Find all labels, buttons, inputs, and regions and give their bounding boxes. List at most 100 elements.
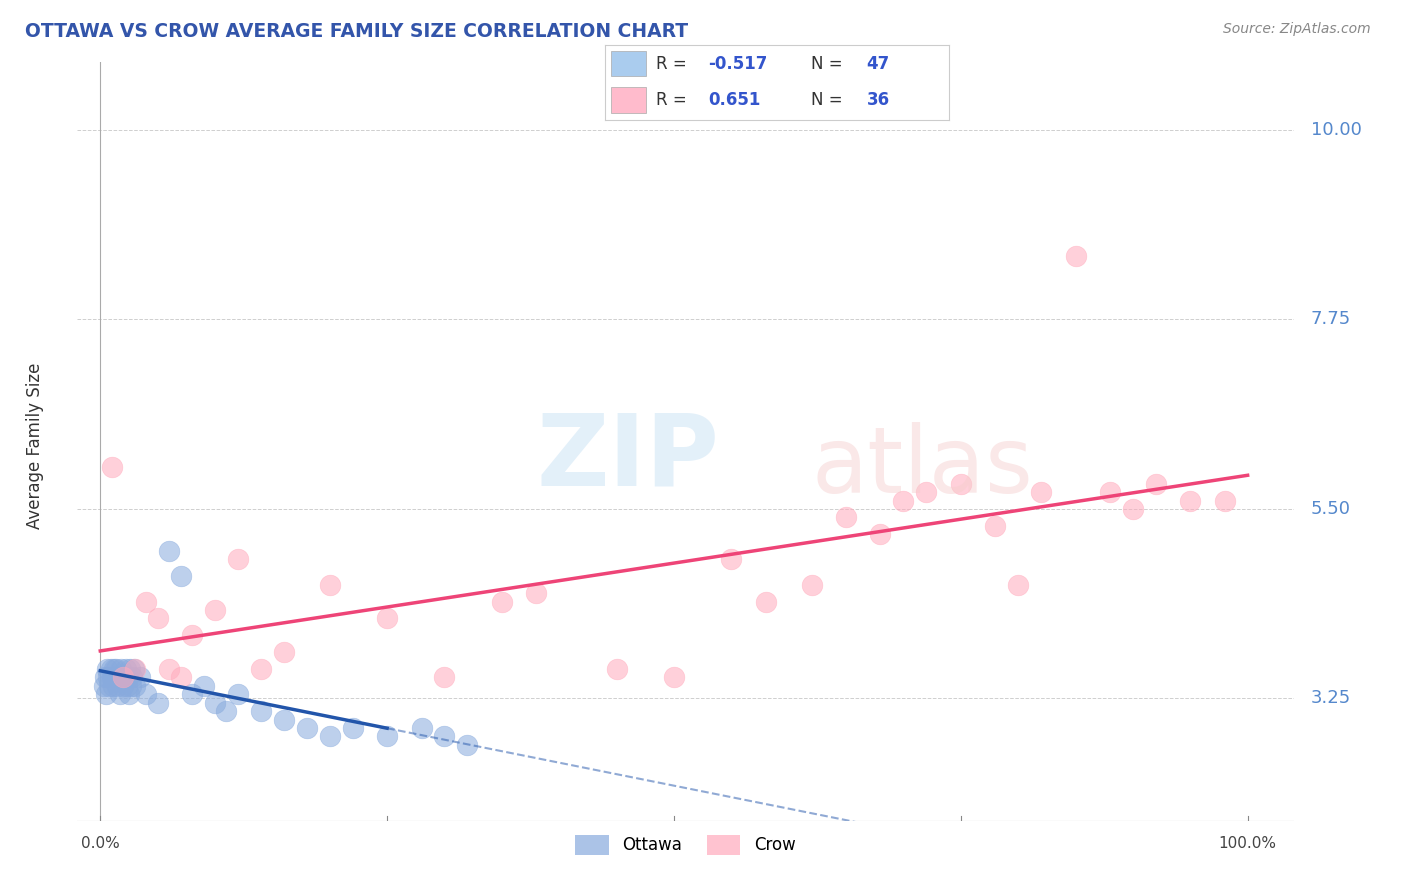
Point xyxy=(112,670,135,684)
Point xyxy=(295,721,318,735)
Point xyxy=(433,730,456,744)
Text: R =: R = xyxy=(657,91,692,109)
Text: 0.651: 0.651 xyxy=(709,91,761,109)
Point xyxy=(800,578,823,592)
Point xyxy=(108,687,131,701)
Point xyxy=(107,670,129,684)
Point xyxy=(1180,493,1202,508)
Point xyxy=(120,662,142,676)
Point xyxy=(226,552,249,566)
Text: 36: 36 xyxy=(866,91,890,109)
Point xyxy=(112,670,135,684)
Point xyxy=(181,628,204,642)
Point xyxy=(893,493,915,508)
Point xyxy=(949,476,972,491)
Text: 7.75: 7.75 xyxy=(1310,310,1351,328)
Point xyxy=(104,670,127,684)
Point xyxy=(1098,485,1121,500)
Point xyxy=(215,704,238,718)
FancyBboxPatch shape xyxy=(612,51,645,77)
Point xyxy=(169,670,191,684)
Point xyxy=(117,670,139,684)
Point xyxy=(122,662,145,676)
Point xyxy=(1007,578,1029,592)
Point xyxy=(720,552,742,566)
Legend: Ottawa, Crow: Ottawa, Crow xyxy=(569,828,801,862)
Point xyxy=(93,679,115,693)
Text: atlas: atlas xyxy=(811,422,1033,512)
Point xyxy=(105,662,128,676)
Point xyxy=(96,662,118,676)
Point xyxy=(375,611,398,625)
Point xyxy=(1122,502,1144,516)
Point xyxy=(98,679,121,693)
Point xyxy=(250,704,273,718)
Point xyxy=(662,670,685,684)
Point xyxy=(157,544,180,558)
Point xyxy=(755,594,778,608)
Text: 3.25: 3.25 xyxy=(1310,690,1351,707)
Point xyxy=(342,721,364,735)
Point xyxy=(835,510,858,524)
Text: Average Family Size: Average Family Size xyxy=(27,363,44,529)
Point xyxy=(1144,476,1167,491)
Text: N =: N = xyxy=(811,91,848,109)
Point xyxy=(915,485,938,500)
Point xyxy=(94,687,117,701)
Text: 100.0%: 100.0% xyxy=(1219,836,1277,851)
Point xyxy=(1029,485,1052,500)
Point xyxy=(114,662,136,676)
Text: -0.517: -0.517 xyxy=(709,54,768,72)
Text: 47: 47 xyxy=(866,54,890,72)
Text: 10.00: 10.00 xyxy=(1310,120,1361,139)
Point xyxy=(100,662,122,676)
Point xyxy=(491,594,513,608)
Point xyxy=(273,645,295,659)
Point xyxy=(120,679,142,693)
Point xyxy=(121,670,143,684)
Point xyxy=(169,569,191,583)
Text: 5.50: 5.50 xyxy=(1310,500,1351,518)
Point xyxy=(110,662,132,676)
Point xyxy=(606,662,628,676)
Point xyxy=(181,687,204,701)
Point xyxy=(129,670,152,684)
Text: N =: N = xyxy=(811,54,848,72)
Point xyxy=(94,670,117,684)
Point xyxy=(135,687,157,701)
Point xyxy=(146,611,169,625)
Point xyxy=(157,662,180,676)
Text: OTTAWA VS CROW AVERAGE FAMILY SIZE CORRELATION CHART: OTTAWA VS CROW AVERAGE FAMILY SIZE CORRE… xyxy=(25,22,689,41)
Point xyxy=(524,586,547,600)
Point xyxy=(115,679,138,693)
Point xyxy=(1064,249,1087,263)
Point xyxy=(103,662,125,676)
Point xyxy=(118,687,141,701)
Point xyxy=(124,662,146,676)
Point xyxy=(984,518,1007,533)
Point xyxy=(100,670,122,684)
Point xyxy=(319,730,342,744)
Point xyxy=(101,679,124,693)
Point xyxy=(1213,493,1236,508)
Point xyxy=(107,679,129,693)
Point xyxy=(97,670,120,684)
Point xyxy=(135,594,157,608)
Point xyxy=(869,527,891,541)
FancyBboxPatch shape xyxy=(612,87,645,112)
Text: ZIP: ZIP xyxy=(536,410,718,507)
Text: R =: R = xyxy=(657,54,692,72)
Point xyxy=(124,679,146,693)
Point xyxy=(319,578,342,592)
Point xyxy=(411,721,433,735)
Text: 0.0%: 0.0% xyxy=(82,836,120,851)
Point xyxy=(100,459,122,474)
Point xyxy=(193,679,215,693)
Point xyxy=(146,696,169,710)
Point xyxy=(112,679,135,693)
Point xyxy=(375,730,398,744)
Point xyxy=(456,738,478,752)
Point xyxy=(433,670,456,684)
Point xyxy=(273,713,295,727)
Text: Source: ZipAtlas.com: Source: ZipAtlas.com xyxy=(1223,22,1371,37)
